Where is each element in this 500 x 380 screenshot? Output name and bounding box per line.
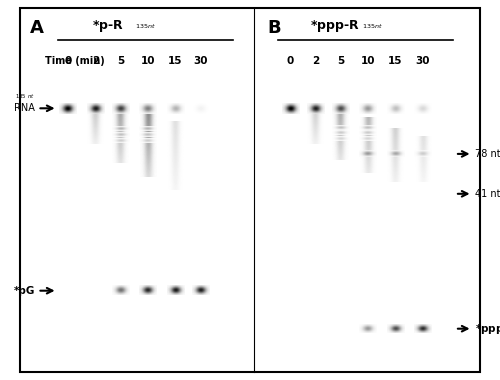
Text: RNA: RNA (14, 103, 35, 113)
Text: 2: 2 (312, 56, 319, 66)
Text: $\mathbf{*pppG}$: $\mathbf{*pppG}$ (475, 322, 500, 336)
Text: $\mathbf{*ppp}$-R: $\mathbf{*ppp}$-R (310, 18, 360, 34)
Text: $^{135nt}$: $^{135nt}$ (362, 23, 383, 32)
Text: *pG: *pG (14, 286, 35, 296)
Text: 15: 15 (388, 56, 403, 66)
Text: $^{135nt}$: $^{135nt}$ (135, 23, 156, 32)
Text: 0: 0 (64, 56, 71, 66)
Text: 5: 5 (337, 56, 344, 66)
Text: 30: 30 (416, 56, 430, 66)
Text: 5: 5 (117, 56, 124, 66)
Text: 0: 0 (287, 56, 294, 66)
Text: 15: 15 (168, 56, 183, 66)
Text: 10: 10 (361, 56, 375, 66)
FancyBboxPatch shape (20, 8, 480, 372)
Text: 78 nt: 78 nt (475, 149, 500, 159)
Text: 41 nt: 41 nt (475, 189, 500, 199)
Text: Time (min): Time (min) (45, 56, 105, 66)
Text: 30: 30 (193, 56, 208, 66)
Text: A: A (30, 19, 44, 37)
Text: B: B (268, 19, 281, 37)
Text: $^{135\ nt}$: $^{135\ nt}$ (16, 93, 35, 103)
Text: 10: 10 (141, 56, 156, 66)
Text: 2: 2 (92, 56, 99, 66)
Text: $\mathbf{*p}$-R: $\mathbf{*p}$-R (92, 18, 124, 34)
